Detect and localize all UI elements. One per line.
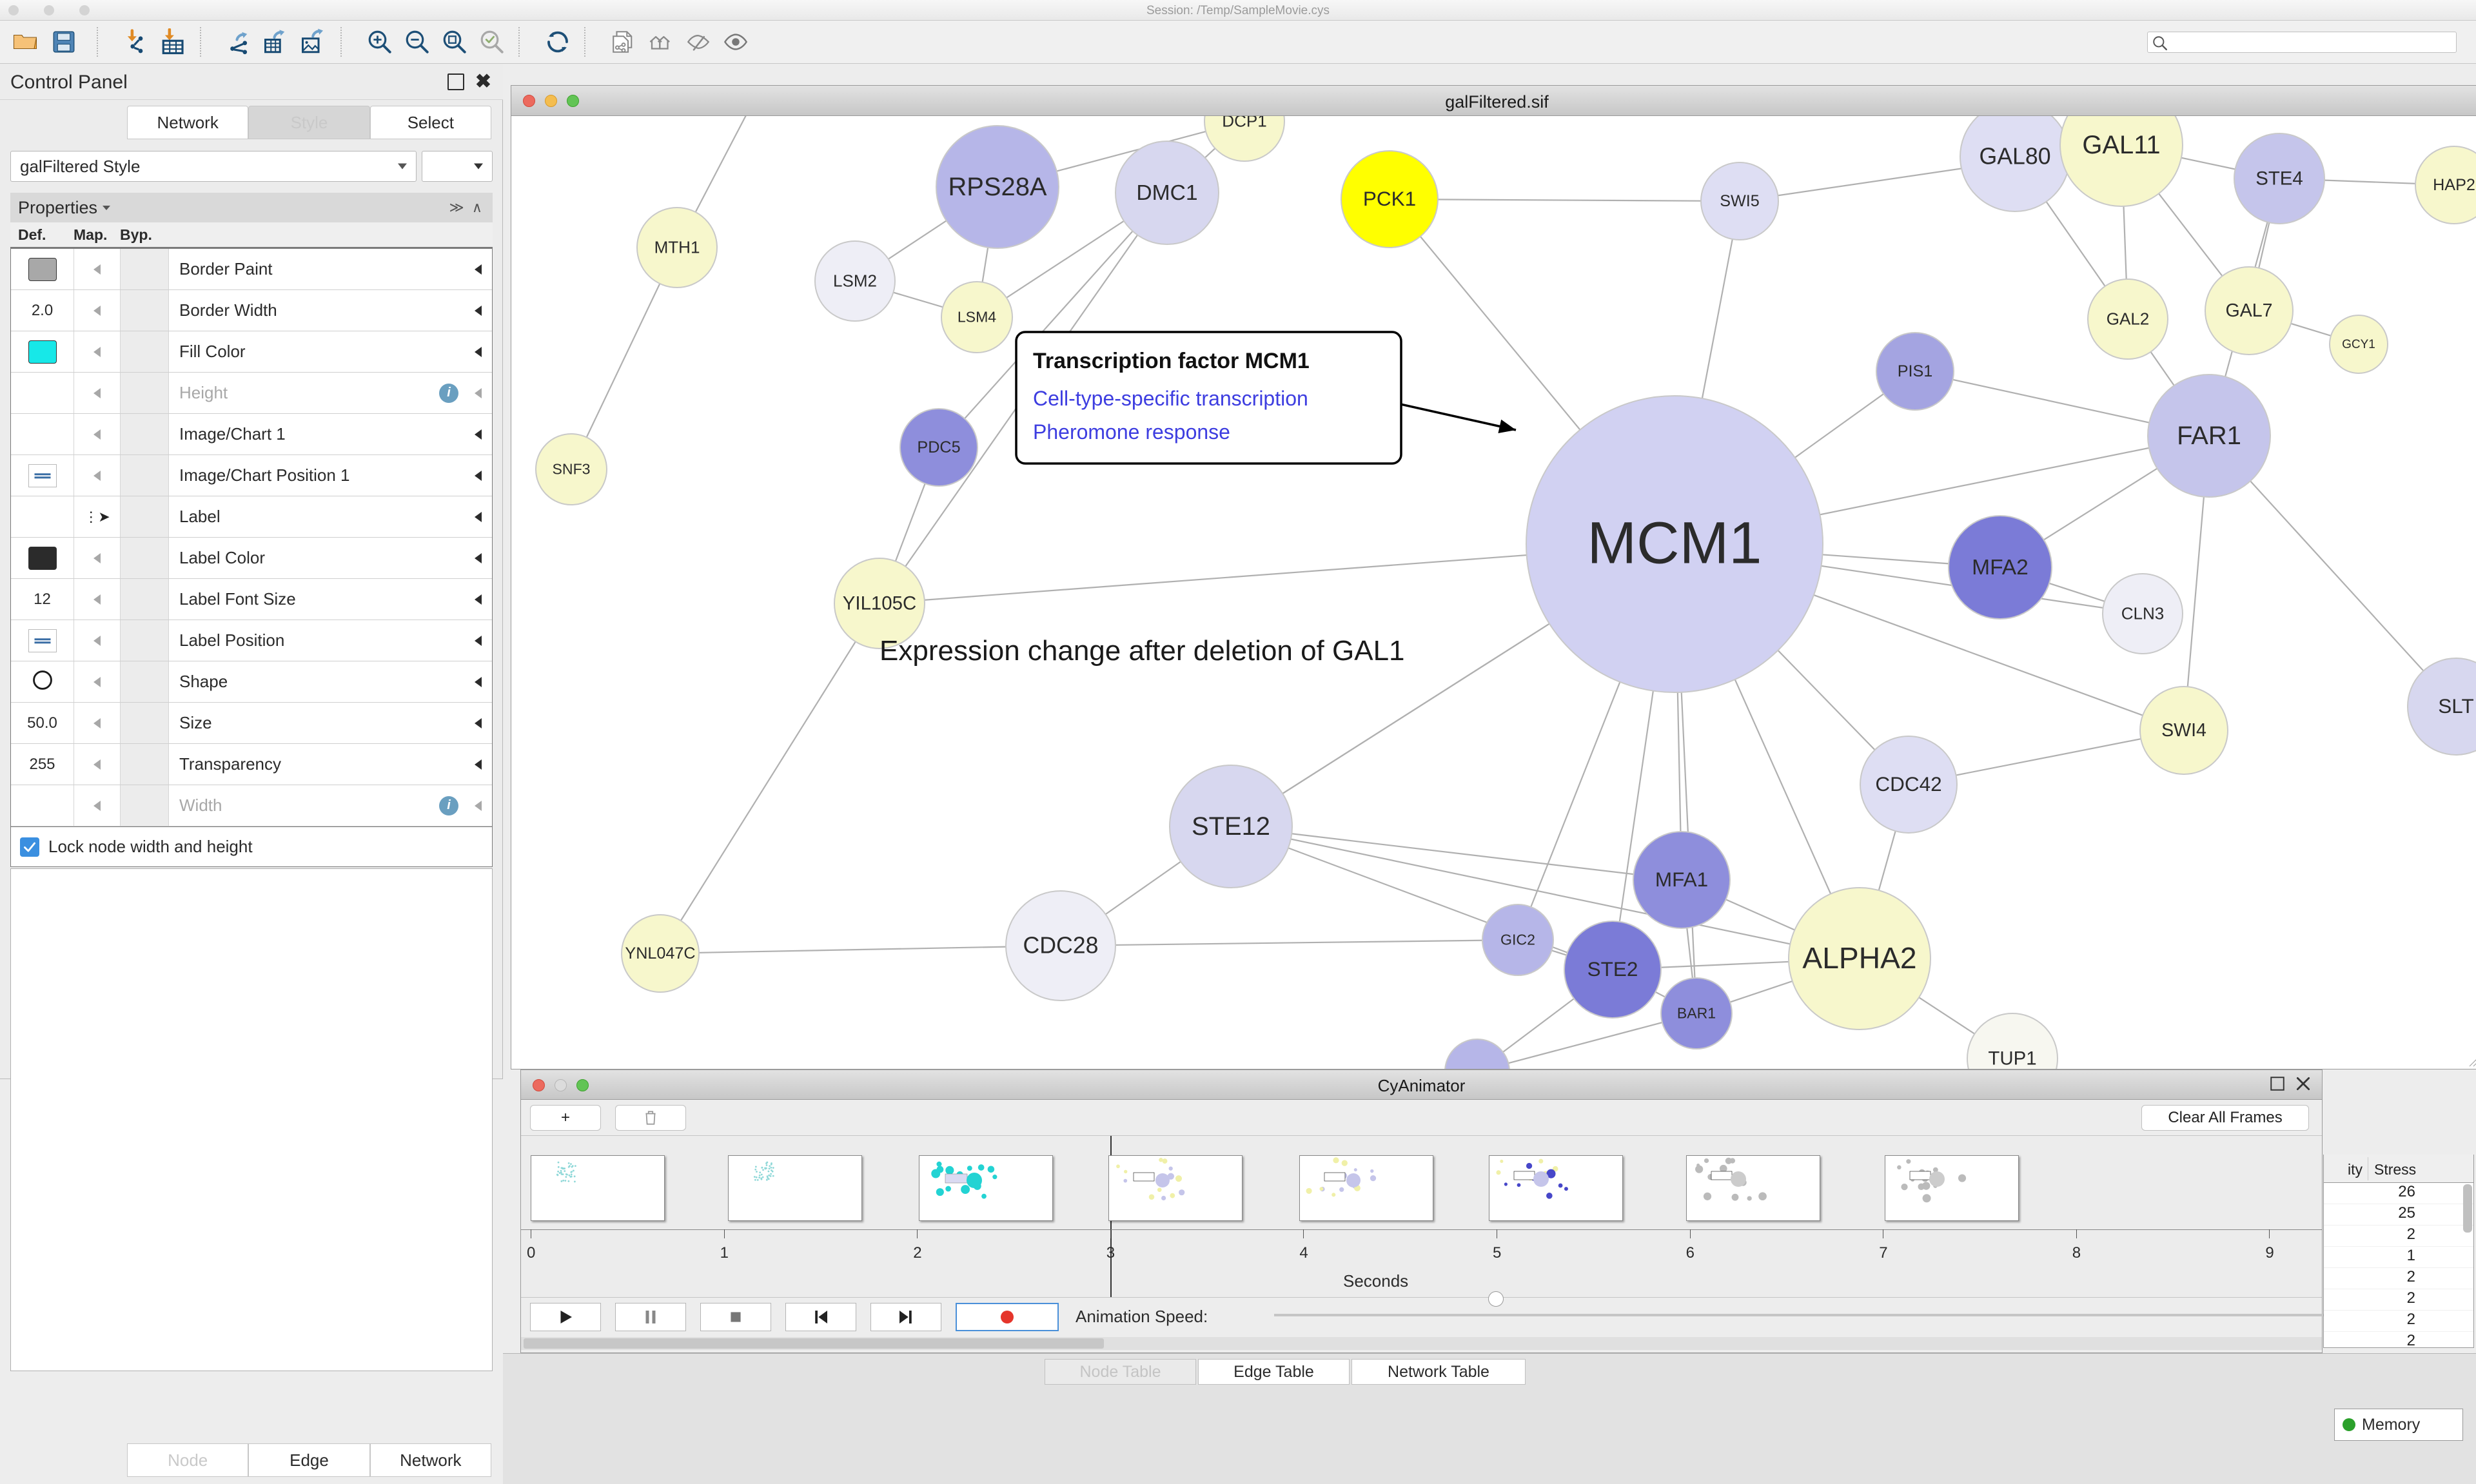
- svg-text:PIS1: PIS1: [1898, 362, 1933, 380]
- svg-text:SLT: SLT: [2438, 694, 2473, 718]
- svg-text:DCP1: DCP1: [1222, 116, 1266, 130]
- svg-text:STE2: STE2: [1587, 957, 1638, 981]
- svg-text:HAP2: HAP2: [2433, 176, 2475, 194]
- svg-text:CLN3: CLN3: [2121, 603, 2165, 623]
- svg-text:STE4: STE4: [2255, 168, 2303, 189]
- svg-text:LSM2: LSM2: [833, 271, 877, 290]
- svg-text:PDC5: PDC5: [917, 438, 960, 456]
- svg-text:ALPHA2: ALPHA2: [1802, 941, 1916, 975]
- svg-text:Expression change after deleti: Expression change after deletion of GAL1: [879, 635, 1405, 667]
- svg-text:Pheromone response: Pheromone response: [1033, 420, 1230, 444]
- svg-text:LSM4: LSM4: [958, 308, 996, 325]
- svg-text:Cell-type-specific transcripti: Cell-type-specific transcription: [1033, 387, 1308, 410]
- svg-text:MTH1: MTH1: [654, 237, 700, 257]
- svg-text:CDC28: CDC28: [1023, 932, 1098, 958]
- svg-text:RPS28A: RPS28A: [948, 173, 1047, 201]
- svg-text:BAR1: BAR1: [1677, 1004, 1716, 1021]
- svg-text:SWI4: SWI4: [2161, 720, 2206, 741]
- svg-text:GIC2: GIC2: [1500, 931, 1535, 948]
- svg-text:YIL105C: YIL105C: [843, 592, 916, 614]
- svg-text:GAL11: GAL11: [2082, 131, 2160, 159]
- svg-text:MFA2: MFA2: [1972, 556, 2029, 580]
- svg-text:Transcription factor MCM1: Transcription factor MCM1: [1033, 349, 1310, 373]
- svg-text:STE12: STE12: [1192, 812, 1270, 841]
- svg-text:DMC1: DMC1: [1136, 181, 1197, 205]
- svg-text:SWI5: SWI5: [1720, 192, 1760, 210]
- svg-text:MFA1: MFA1: [1655, 868, 1708, 891]
- svg-text:GCY1: GCY1: [2342, 338, 2375, 351]
- svg-text:FAR1: FAR1: [2177, 422, 2241, 450]
- svg-text:GAL80: GAL80: [1979, 143, 2050, 169]
- svg-text:SNF3: SNF3: [552, 460, 590, 477]
- svg-text:YNL047C: YNL047C: [625, 944, 695, 962]
- svg-text:TUP1: TUP1: [1988, 1048, 2036, 1069]
- svg-text:GAL7: GAL7: [2226, 300, 2273, 321]
- svg-text:CDC42: CDC42: [1875, 772, 1941, 796]
- svg-text:GAL2: GAL2: [2107, 309, 2150, 328]
- svg-text:PCK1: PCK1: [1363, 187, 1416, 210]
- svg-text:MCM1: MCM1: [1587, 510, 1762, 576]
